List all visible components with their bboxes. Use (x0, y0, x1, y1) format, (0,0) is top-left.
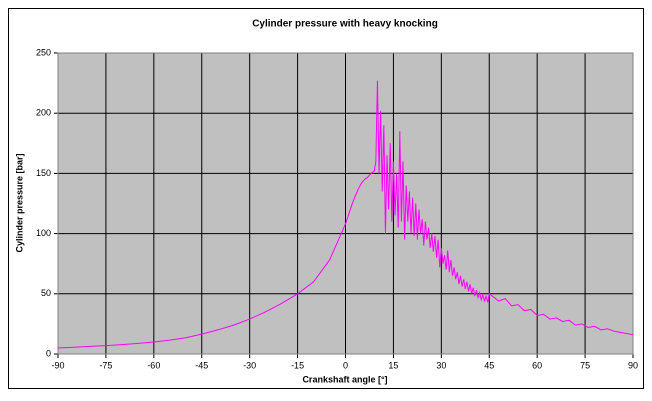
x-tick-label: 60 (532, 360, 542, 370)
y-tick-label: 50 (41, 288, 51, 298)
plot-border (57, 52, 634, 355)
x-tick-label: 90 (628, 360, 638, 370)
x-tick-label: -90 (51, 360, 64, 370)
x-tick-label: -60 (147, 360, 160, 370)
y-axis-label: Cylinder pressure [bar] (14, 153, 24, 252)
y-tick-label: 200 (36, 108, 51, 118)
data-line (57, 80, 634, 349)
x-tick-label: 15 (388, 360, 398, 370)
y-tick-label: 250 (36, 47, 51, 57)
x-tick-label: -75 (99, 360, 112, 370)
x-tick-label: -15 (291, 360, 304, 370)
x-tick-label: 0 (343, 360, 348, 370)
x-tick-label: 45 (484, 360, 494, 370)
x-tick-label: 30 (436, 360, 446, 370)
y-tick-label: 100 (36, 228, 51, 238)
y-tick-label: 150 (36, 168, 51, 178)
x-axis-label: Crankshaft angle [°] (302, 374, 387, 384)
y-tick-label: 0 (46, 348, 51, 358)
x-tick-label: 75 (580, 360, 590, 370)
x-tick-label: -45 (195, 360, 208, 370)
x-tick-label: -30 (243, 360, 256, 370)
chart-title: Cylinder pressure with heavy knocking (252, 19, 438, 30)
